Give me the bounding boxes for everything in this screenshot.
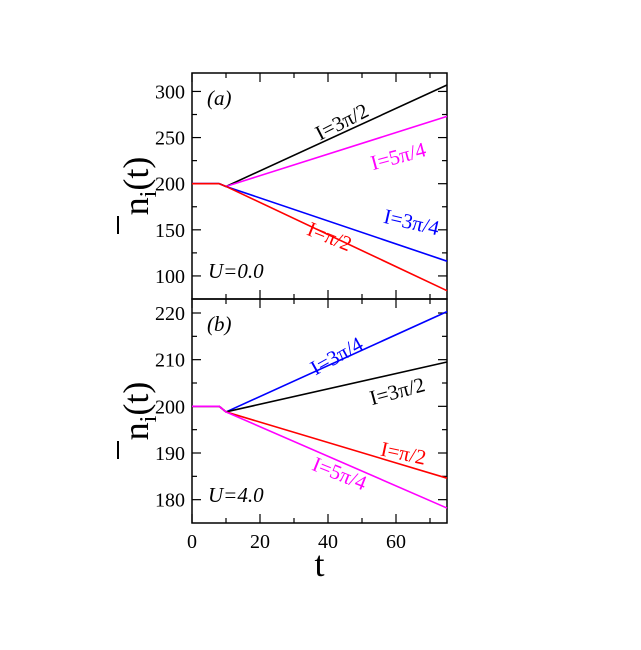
y-tick-label: 210 — [155, 350, 185, 372]
series-label: I=3π/2 — [311, 98, 372, 145]
y-tick-label: 200 — [155, 396, 185, 418]
y-tick-label: 100 — [155, 266, 185, 288]
series-label: I=π/2 — [304, 217, 355, 256]
series-label: I=5π/4 — [309, 452, 371, 496]
series-label: I=π/2 — [379, 437, 429, 470]
x-tick-label: 20 — [250, 531, 270, 553]
panel-label: (b) — [207, 312, 232, 336]
panel-label: (a) — [207, 86, 232, 110]
y-tick-label: 150 — [155, 220, 185, 242]
series-label: I=5π/4 — [368, 137, 429, 175]
x-tick-label: 40 — [318, 531, 338, 553]
x-tick-label: 60 — [386, 531, 406, 553]
y-axis-title-text: ni(t) — [116, 382, 162, 441]
parameter-label: U=4.0 — [208, 483, 264, 507]
y-axis-title: ni(t) — [116, 157, 162, 234]
y-tick-label: 250 — [155, 128, 185, 150]
series-label: I=3π/4 — [306, 332, 367, 381]
series-line — [192, 182, 448, 292]
y-tick-label: 300 — [155, 81, 185, 103]
series-line — [192, 405, 448, 509]
panel-a: 100 150 200 250 300 I=3π/2I=5π/4 I=3π/4 I=π/2 (a… — [116, 72, 448, 300]
y-tick-label: 220 — [155, 303, 185, 325]
y-tick-label: 190 — [155, 443, 185, 465]
parameter-label: U=0.0 — [208, 259, 264, 283]
y-axis-title: ni(t) — [116, 382, 162, 459]
plot-frame — [191, 298, 448, 524]
y-tick-label: 200 — [155, 174, 185, 196]
series-label: I=3π/4 — [381, 204, 442, 240]
x-axis-title: t — [314, 544, 324, 584]
y-tick-label: 180 — [155, 490, 185, 512]
y-axis-title-text: ni(t) — [116, 157, 162, 216]
x-tick-label: 0 — [187, 531, 197, 553]
